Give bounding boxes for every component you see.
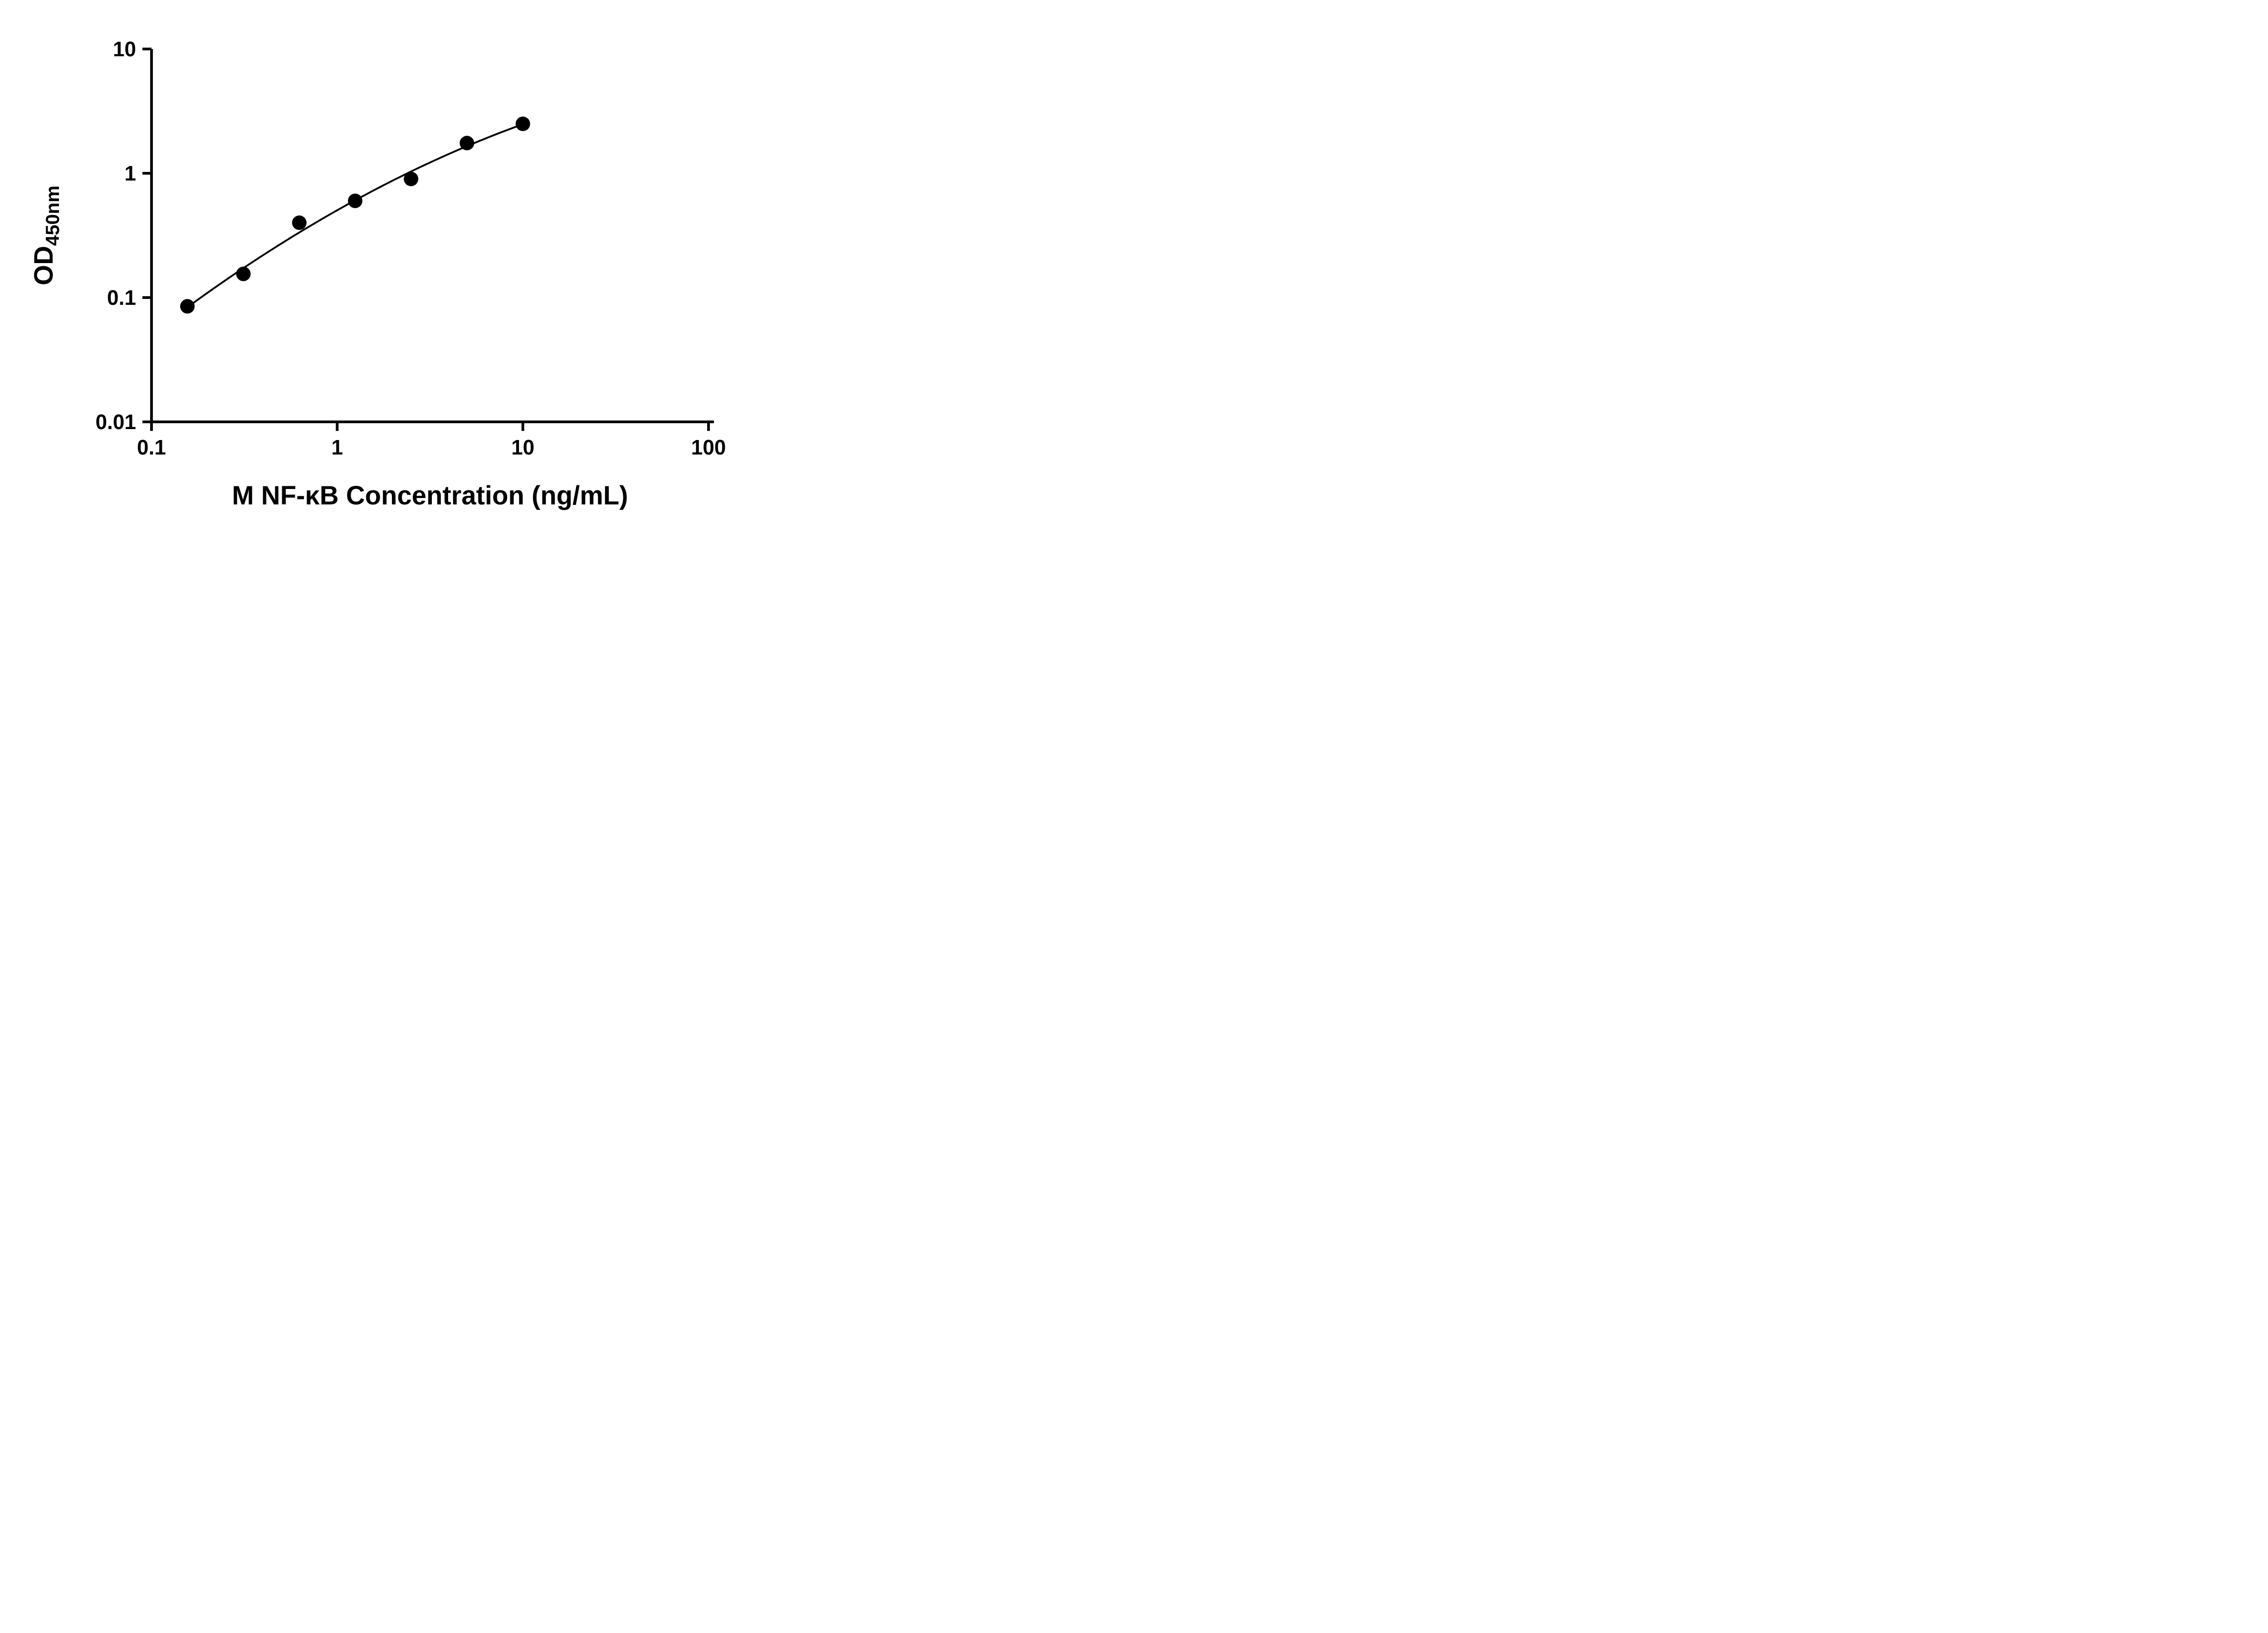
- elisa-standard-curve-figure: 0.1 1 10 100 0.01 0.1 1 10 M NF-κB Concentratio…: [0, 0, 777, 544]
- y-tick-label: 0.1: [107, 286, 136, 309]
- x-tick-label: 10: [511, 435, 534, 459]
- data-point: [515, 117, 530, 131]
- x-tick-label: 1: [332, 435, 343, 459]
- y-axis-title-subscript: 450nm: [42, 186, 63, 246]
- x-axis-title: M NF-κB Concentration (ng/mL): [232, 481, 628, 510]
- y-axis-title: OD450nm: [29, 186, 63, 285]
- data-point: [292, 215, 307, 230]
- data-point: [180, 299, 195, 314]
- data-point: [459, 136, 474, 151]
- x-tick-label: 0.1: [137, 435, 166, 459]
- y-tick-label: 10: [113, 37, 136, 61]
- y-tick-label: 1: [124, 161, 136, 185]
- fit-curve: [182, 123, 523, 311]
- data-point: [404, 171, 419, 186]
- data-point: [348, 193, 362, 208]
- x-tick-label: 100: [691, 435, 726, 459]
- data-point: [236, 266, 251, 281]
- y-tick-label: 0.01: [95, 410, 136, 434]
- y-axis-title-main: OD: [29, 246, 59, 285]
- axis-lines: [150, 49, 714, 423]
